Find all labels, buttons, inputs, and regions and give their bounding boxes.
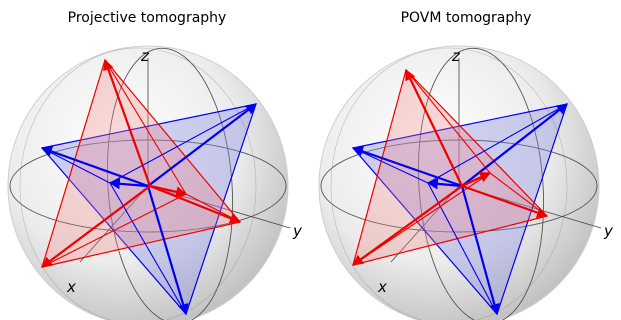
red-bloch-vector: [149, 184, 242, 224]
blue-tetrahedron-edge: [427, 182, 498, 315]
red-bloch-vector: [41, 185, 151, 268]
blue-bloch-vector: [351, 146, 463, 188]
x-axis-line: [79, 185, 149, 263]
blue-bloch-vector: [108, 178, 149, 190]
z-axis-label: z: [140, 47, 150, 65]
blue-bloch-vector: [460, 185, 500, 316]
blue-tetrahedron-edge: [41, 147, 111, 184]
sphere-group: [7, 45, 291, 320]
meridian-ring-2: [19, 47, 257, 320]
bloch-panel-povm: POVM tomography z y x: [311, 0, 621, 320]
red-bloch-vector: [352, 185, 463, 266]
red-bloch-vector: [461, 172, 491, 187]
red-tetrahedron-edge: [405, 69, 491, 174]
x-axis-label: x: [66, 278, 76, 296]
bloch-sphere-projective: z y x: [7, 45, 303, 320]
red-bloch-vector: [149, 184, 188, 198]
meridian-ring-2: [330, 47, 568, 320]
y-axis-label: y: [292, 222, 303, 240]
red-bloch-vector: [103, 58, 152, 187]
y-axis-line: [147, 185, 291, 229]
blue-bloch-vector: [426, 178, 463, 190]
bloch-sphere-povm: z y x: [318, 45, 614, 320]
blue-tetrahedron-edge: [109, 103, 257, 184]
meridian-ring: [106, 47, 234, 320]
red-tetrahedron-edge: [41, 193, 187, 268]
blue-tetrahedron-edge: [352, 147, 429, 184]
blue-bloch-vector: [146, 185, 189, 316]
z-axis-label: z: [451, 47, 461, 65]
red-bloch-vector: [461, 184, 549, 218]
red-tetrahedron-face: [352, 68, 549, 266]
red-tetrahedron-edge: [104, 59, 187, 195]
blue-tetrahedron-edge: [109, 182, 187, 315]
blue-bloch-vector: [40, 146, 149, 188]
bloch-panel-projective: Projective tomography z y x: [0, 0, 310, 320]
panel-title: Projective tomography: [67, 10, 227, 26]
panel-title: POVM tomography: [400, 10, 532, 26]
blue-bloch-vector: [147, 103, 257, 187]
meridian-ring: [417, 47, 545, 320]
y-axis-label: y: [603, 222, 614, 240]
blue-tetrahedron-edge: [427, 103, 568, 184]
red-bloch-vector: [405, 69, 463, 187]
sphere-group: [318, 45, 602, 320]
x-axis-label: x: [377, 278, 387, 296]
x-axis-line: [390, 185, 460, 263]
